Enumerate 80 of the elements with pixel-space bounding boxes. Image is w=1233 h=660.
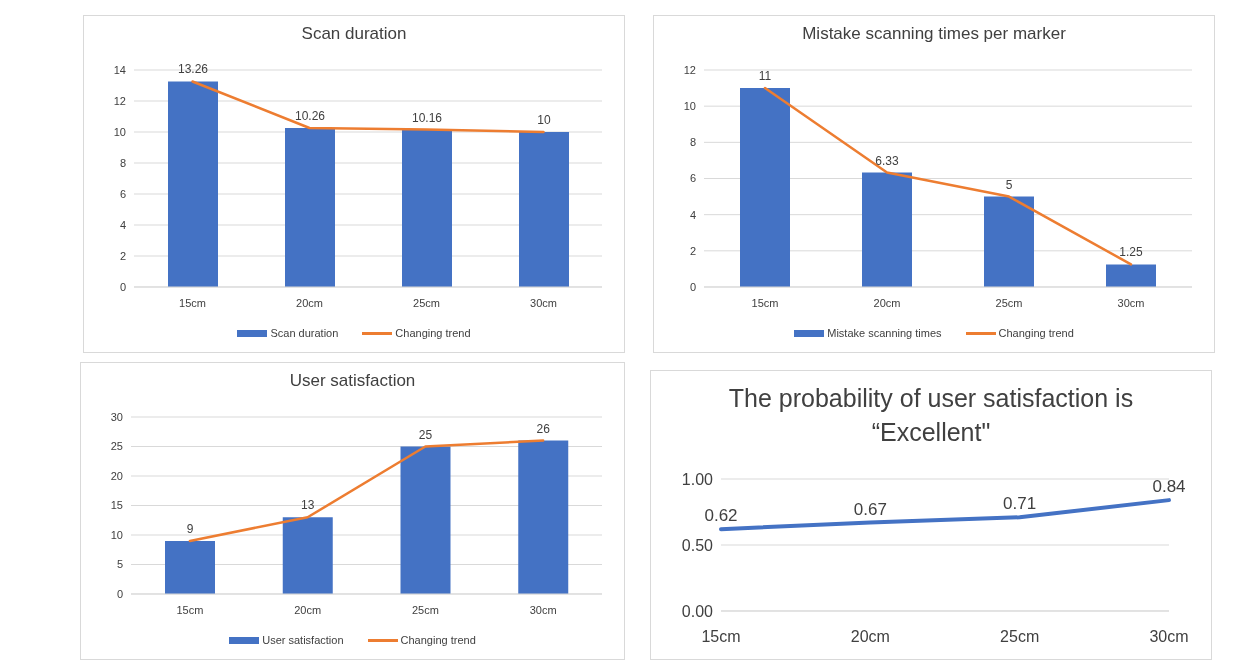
x-tick-label: 30cm (529, 603, 557, 616)
chart-title: User satisfaction (288, 369, 417, 392)
chart-title: Scan duration (300, 22, 408, 45)
data-label: 0.84 (1152, 477, 1186, 497)
data-label: 6.33 (875, 153, 899, 168)
x-tick-label: 25cm (1000, 628, 1040, 646)
data-label: 0.67 (853, 499, 887, 519)
chart-title: Mistake scanning times per marker (801, 22, 1067, 45)
legend-label: Changing trend (400, 634, 476, 646)
legend-label: Mistake scanning times (827, 327, 942, 339)
legend-label: Changing trend (998, 327, 1074, 339)
y-tick-label: 10 (683, 100, 696, 113)
bar (285, 127, 335, 287)
x-tick-label: 30cm (1149, 628, 1189, 646)
x-tick-label: 25cm (411, 603, 439, 616)
data-label: 1.25 (1119, 245, 1143, 260)
bar (282, 517, 333, 594)
y-tick-label: 20 (110, 469, 123, 482)
bar (1106, 264, 1156, 287)
y-tick-label: 25 (110, 440, 123, 453)
y-tick-label: 4 (119, 218, 126, 231)
legend-label: User satisfaction (262, 634, 344, 646)
y-tick-label: 0 (116, 587, 123, 600)
data-label: 5 (1005, 177, 1013, 192)
x-tick-label: 20cm (873, 296, 901, 309)
data-label: 11 (758, 69, 772, 84)
x-tick-label: 30cm (1117, 296, 1145, 309)
y-tick-label: 6 (689, 172, 696, 185)
x-tick-label: 20cm (296, 296, 323, 309)
y-tick-label: 6 (119, 187, 126, 200)
y-tick-label: 10 (113, 125, 126, 138)
y-tick-label: 5 (116, 558, 123, 571)
bar (165, 540, 215, 594)
data-label: 9 (186, 521, 194, 536)
y-tick-label: 8 (119, 156, 126, 169)
bar (519, 132, 569, 287)
bar (984, 196, 1034, 287)
y-tick-label: 12 (113, 94, 126, 107)
x-tick-label: 15cm (701, 628, 741, 646)
y-tick-label: 4 (689, 208, 696, 221)
y-tick-label: 2 (689, 244, 696, 257)
x-tick-label: 25cm (995, 296, 1023, 309)
x-tick-label: 20cm (850, 628, 890, 646)
data-label: 13 (301, 498, 315, 513)
y-tick-label: 2 (119, 249, 126, 262)
legend-label: Changing trend (395, 327, 471, 339)
y-tick-label: 30 (110, 410, 123, 423)
y-tick-label: 8 (689, 136, 696, 149)
y-tick-label: 0 (689, 280, 696, 293)
data-label: 25 (418, 427, 433, 442)
y-tick-label: 0.50 (681, 536, 714, 554)
data-label: 0.62 (704, 506, 738, 526)
x-tick-label: 30cm (530, 296, 557, 309)
x-tick-label: 15cm (176, 603, 204, 616)
y-tick-label: 12 (683, 63, 696, 76)
y-tick-label: 0.00 (681, 602, 714, 620)
data-label: 10.16 (411, 110, 443, 125)
data-label: 10 (537, 113, 551, 127)
bar (740, 88, 790, 287)
y-tick-label: 1.00 (681, 470, 714, 488)
x-tick-label: 15cm (751, 296, 779, 309)
bar (862, 172, 912, 287)
data-label: 0.71 (1003, 494, 1037, 514)
x-tick-label: 15cm (179, 296, 206, 309)
y-tick-label: 15 (110, 499, 123, 512)
data-label: 13.26 (177, 62, 209, 77)
chart-title: The probability of user satisfaction is “Excellent" (727, 383, 1135, 448)
x-tick-label: 20cm (294, 603, 322, 616)
y-tick-label: 0 (119, 280, 126, 293)
y-tick-label: 14 (113, 63, 126, 76)
data-label: 26 (536, 421, 551, 436)
data-label: 10.26 (294, 108, 326, 123)
bar (402, 129, 452, 287)
x-tick-label: 25cm (413, 296, 440, 309)
bar (518, 440, 569, 594)
legend-label: Scan duration (270, 327, 339, 339)
bar (168, 81, 218, 287)
line-series (188, 439, 545, 543)
y-tick-label: 10 (110, 528, 123, 541)
bar (400, 446, 451, 594)
